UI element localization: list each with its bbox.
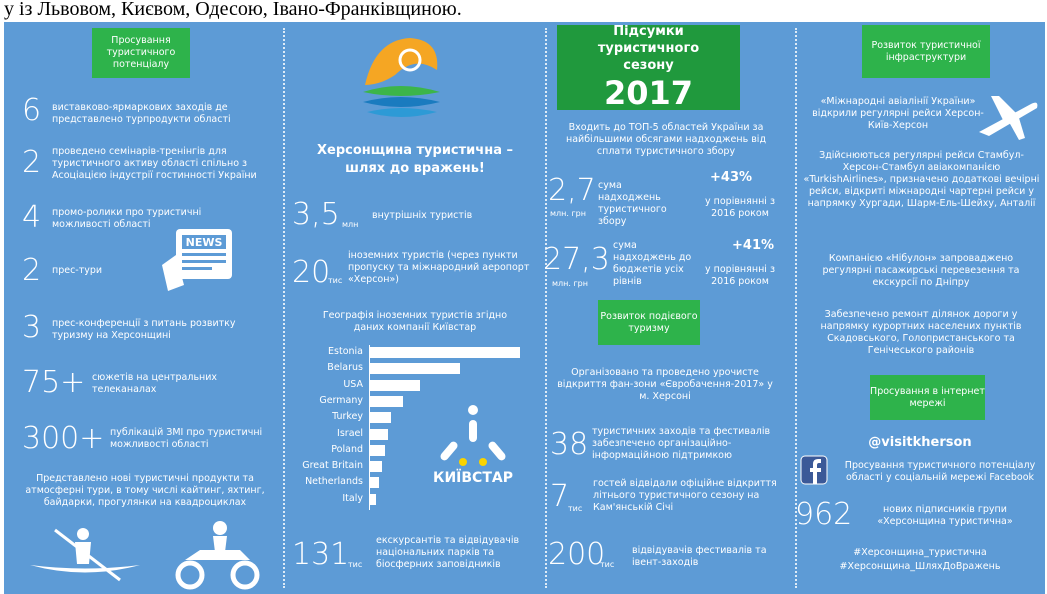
col2-title: Херсонщина туристична – шлях до вражень! bbox=[316, 143, 513, 176]
section-box: Розвиток подієвого туризму bbox=[598, 300, 700, 345]
stat-compare: у порівнянні з 2016 роком bbox=[705, 196, 775, 219]
chart-title: Географія іноземних туристів згідно дани… bbox=[322, 310, 508, 333]
paragraph: Входить до ТОП-5 областей України за най… bbox=[565, 122, 767, 157]
stat-unit: тис bbox=[568, 504, 583, 513]
stat-unit: млн bbox=[342, 220, 359, 229]
stat-text: іноземних туристів (через пункти пропуск… bbox=[348, 250, 530, 285]
stat-unit: тис bbox=[348, 560, 363, 569]
separator bbox=[545, 28, 547, 588]
paragraph: Забезпечено ремонт ділянок дороги у напр… bbox=[820, 309, 1022, 356]
top-text: у із Львовом, Києвом, Одесою, Івано-Фран… bbox=[4, 0, 462, 20]
brand: КИЇВСТАР bbox=[433, 469, 513, 486]
bar bbox=[370, 395, 403, 407]
stat-text: сюжетів на центральних телеканалах bbox=[92, 372, 218, 395]
chart-axis bbox=[369, 345, 370, 510]
stat-number: 962 bbox=[795, 497, 853, 532]
stat-text: відвідувачів фестивалів та івент-заходів bbox=[632, 545, 767, 568]
stat-number: 300+ bbox=[22, 421, 105, 456]
stat-change: +41% bbox=[732, 238, 775, 253]
stat-unit: тис bbox=[328, 276, 343, 285]
bar-label: Italy bbox=[342, 492, 363, 504]
paragraph: Організовано та проведено урочисте відкр… bbox=[557, 367, 773, 402]
separator bbox=[795, 28, 797, 588]
stat-text: промо-ролики про туристичні можливості о… bbox=[52, 207, 202, 230]
paragraph: Представлено нові туристичні продукти та… bbox=[25, 473, 265, 508]
bar-label: Estonia bbox=[328, 346, 363, 357]
plane-icon bbox=[979, 96, 1038, 140]
paragraph: Компанією «Нібулон» запроваджено регуляр… bbox=[822, 253, 1020, 288]
news-label: NEWS bbox=[186, 236, 223, 249]
bar bbox=[370, 493, 376, 505]
stat-number: 38 bbox=[550, 427, 589, 462]
stat-number: 2 bbox=[22, 253, 42, 288]
season-year: 2017 bbox=[603, 74, 694, 112]
stat-number: 131 bbox=[292, 537, 350, 572]
stat-number: 3 bbox=[22, 310, 42, 345]
stat-text: сума надходжень туристичного збору bbox=[598, 180, 667, 227]
stat-number: 75+ bbox=[22, 365, 86, 400]
stat-text: туристичних заходів та фестивалів забезп… bbox=[592, 426, 771, 461]
stat-text: проведено семінарів-тренінгів для турист… bbox=[52, 146, 257, 181]
bar-label: Belarus bbox=[327, 362, 363, 374]
stat-text: сума надходжень до бюджетів усіх рівнів bbox=[613, 240, 692, 287]
background bbox=[4, 22, 1045, 594]
stat-change: +43% bbox=[710, 170, 753, 185]
season-title: Підсумки туристичного сезону bbox=[597, 24, 700, 73]
stat-text: прес-конференції з питань розвитку туриз… bbox=[52, 318, 236, 341]
activity-icons bbox=[30, 521, 260, 590]
stat-unit: млн. грн bbox=[550, 209, 586, 218]
stat-unit: тис bbox=[600, 560, 615, 569]
bar bbox=[370, 428, 388, 440]
stat-text: прес-тури bbox=[52, 265, 103, 276]
paragraph: «Міжнародні авіалінії України» відкрили … bbox=[812, 96, 984, 131]
stat-text: екскурсантів та відвідувачів національни… bbox=[376, 535, 520, 570]
bar bbox=[370, 363, 460, 375]
bar bbox=[370, 347, 520, 358]
separator bbox=[283, 28, 285, 588]
section-box: Розвиток туристичної інфраструктури bbox=[862, 25, 990, 78]
stat-number: 6 bbox=[22, 93, 42, 128]
bar-label: Germany bbox=[319, 394, 363, 406]
stat-number: 2 bbox=[22, 145, 42, 180]
stat-number: 4 bbox=[22, 200, 42, 235]
stat-number: 2,7 bbox=[548, 173, 596, 208]
bar bbox=[370, 461, 382, 473]
handle: @visitkherson bbox=[868, 435, 972, 450]
news-icon: NEWS bbox=[162, 229, 232, 291]
facebook-icon bbox=[800, 455, 828, 485]
bar-label: Great Britain bbox=[302, 460, 363, 472]
stat-text: внутрішніх туристів bbox=[372, 210, 473, 221]
bar bbox=[370, 379, 420, 391]
stat-number: 20 bbox=[292, 255, 331, 290]
stat-number: 7 bbox=[550, 479, 570, 514]
stat-number: 27,3 bbox=[543, 242, 610, 277]
hashtag: #Херсонщина_туристична bbox=[853, 547, 987, 558]
section-box: Просування в інтернет мережі bbox=[870, 375, 985, 420]
bar bbox=[370, 412, 391, 424]
stat-text: Просування туристичного потенціалу облас… bbox=[844, 460, 1036, 483]
season-header: Підсумки туристичного сезону 2017 bbox=[557, 24, 740, 112]
kyivstar-logo: КИЇВСТАР bbox=[433, 405, 513, 486]
bar-label: Israel bbox=[337, 427, 363, 439]
stat-text: публікацій ЗМІ про туристичні можливості… bbox=[110, 427, 263, 450]
bar-label: Netherlands bbox=[305, 476, 363, 488]
paragraph: Здійснюються регулярні рейси Стамбул-Хер… bbox=[803, 150, 1040, 209]
stat-text: виставково-ярмаркових заходів де предста… bbox=[52, 102, 231, 125]
bar bbox=[370, 444, 385, 456]
stat-number: 200 bbox=[548, 537, 606, 572]
bar-label: Turkey bbox=[332, 411, 363, 423]
logo bbox=[363, 38, 440, 117]
hashtag: #Херсонщина_ШляхДоВражень bbox=[839, 561, 1001, 572]
stat-text: нових підписників групи «Херсонщина тури… bbox=[877, 504, 1013, 527]
stat-unit: млн. грн bbox=[552, 279, 588, 288]
bar-label: Poland bbox=[331, 443, 363, 455]
stat-number: 3,5 bbox=[292, 197, 340, 232]
bar-label: USA bbox=[343, 378, 363, 390]
bar bbox=[370, 477, 379, 489]
section-box: Просування туристичного потенціалу bbox=[92, 28, 190, 78]
stat-text: гостей відвідали офіційне відкриття літн… bbox=[593, 478, 777, 513]
stat-compare: у порівнянні з 2016 роком bbox=[705, 264, 775, 287]
